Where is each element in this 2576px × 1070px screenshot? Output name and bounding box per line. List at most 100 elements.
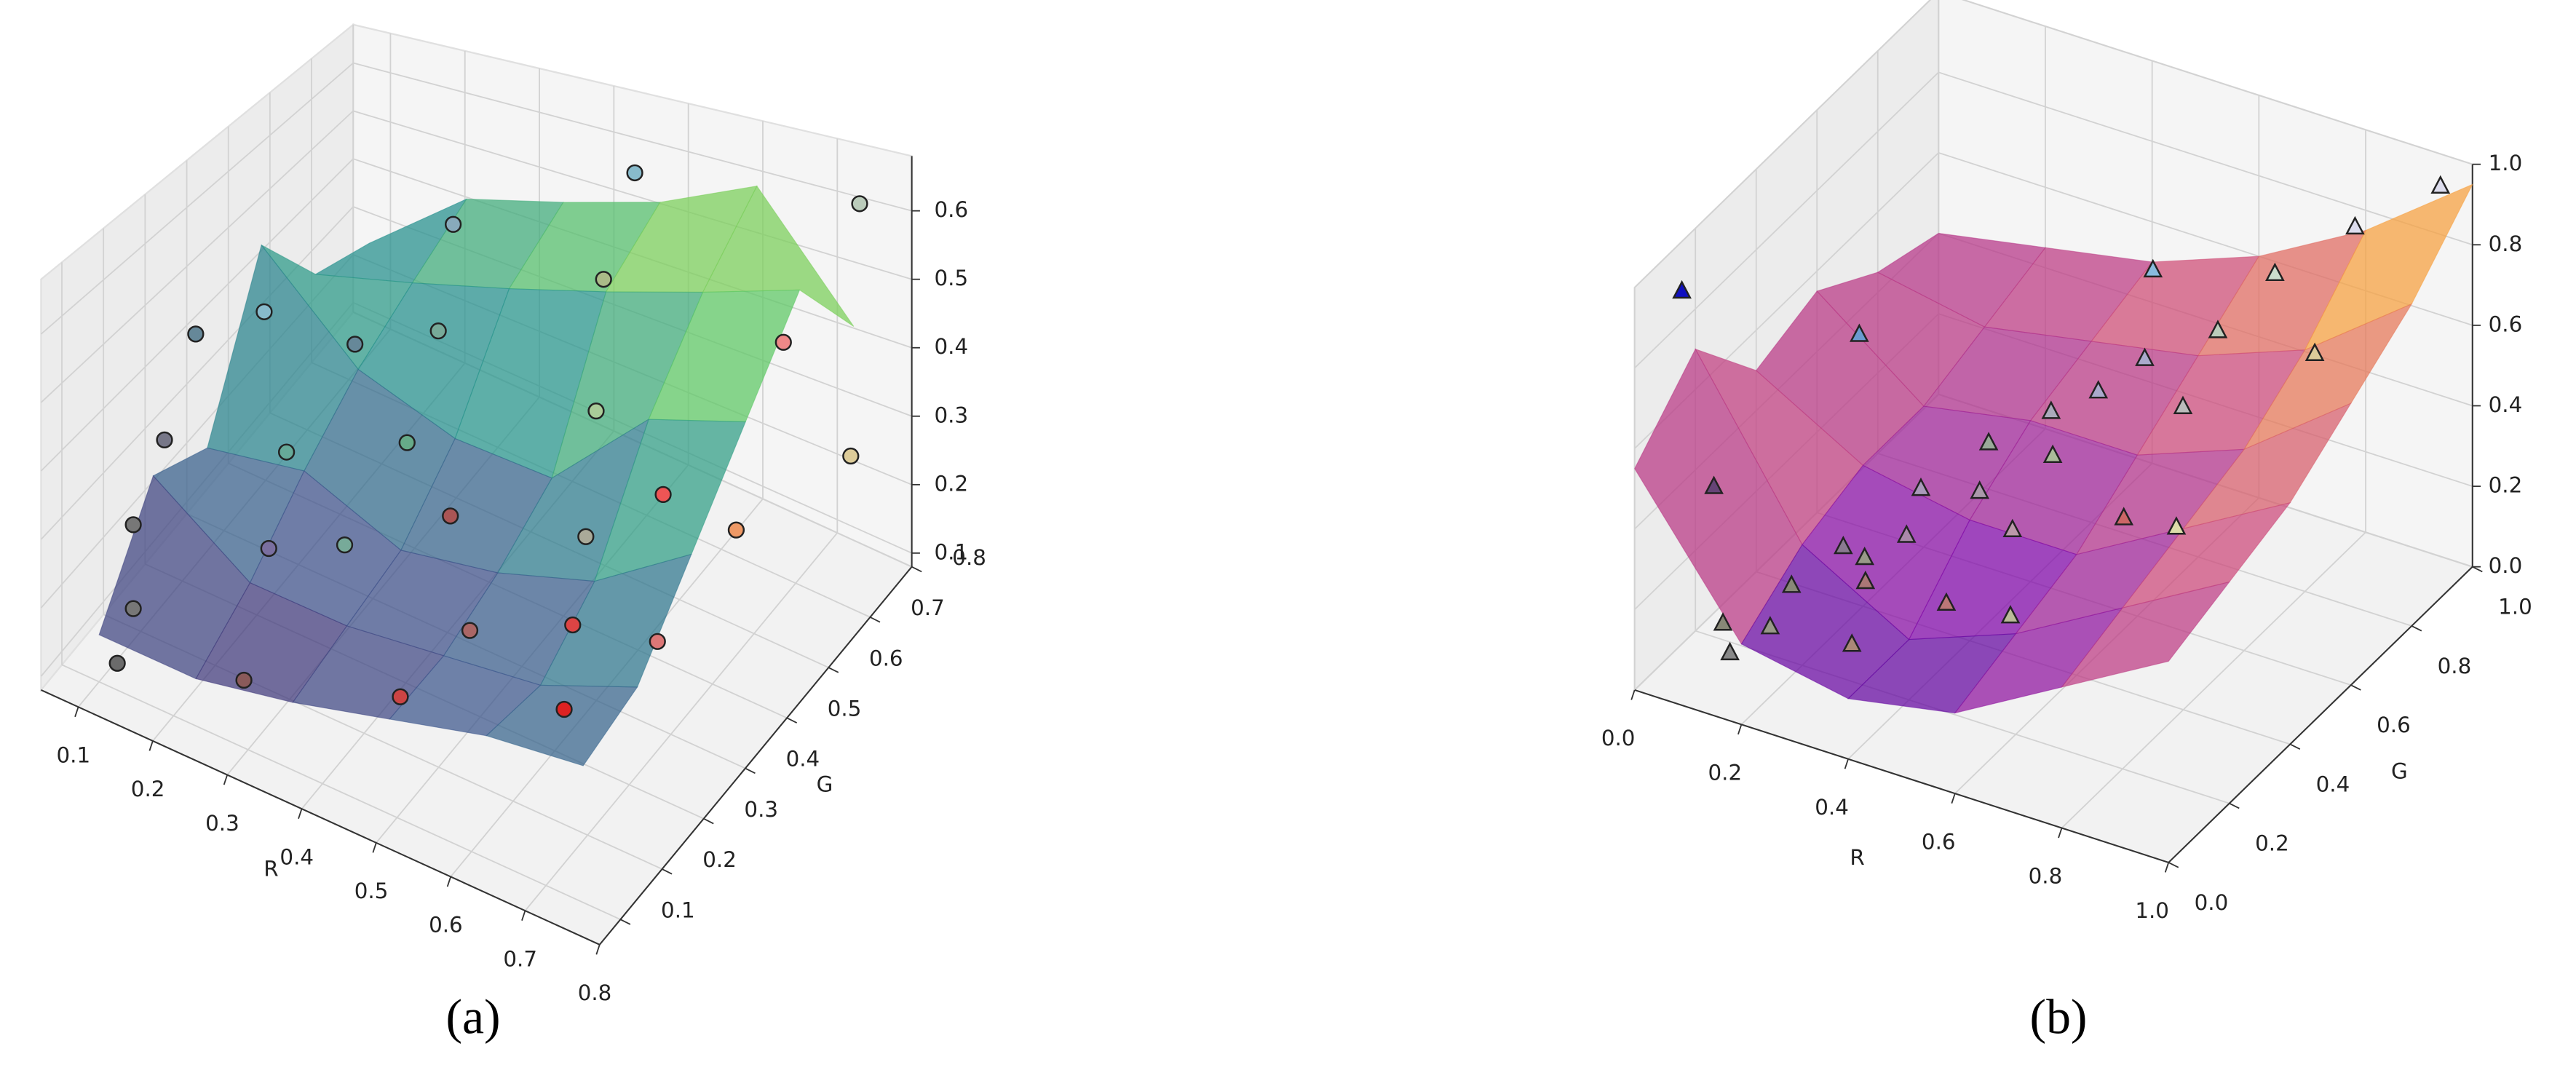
data-point: [2166, 516, 2187, 535]
x-tick-label: 0.1: [56, 742, 90, 767]
x-tick-label: 0.5: [354, 879, 389, 903]
surface-patch: [486, 684, 638, 766]
z-tick-label: 0.3: [934, 403, 968, 427]
y-tick-label: 0.6: [869, 646, 903, 670]
y-tick: [745, 767, 756, 774]
y-tick-label: 0.4: [786, 747, 820, 772]
grid-line: [524, 532, 839, 911]
data-point: [649, 633, 666, 650]
grid-line: [352, 110, 912, 280]
x-tick-label: 0.6: [429, 913, 463, 938]
grid-line: [353, 62, 912, 212]
data-point: [187, 325, 205, 343]
data-point: [1896, 524, 1917, 543]
x-tick: [446, 876, 452, 887]
data-point: [1842, 633, 1862, 652]
z-tick-label: 0.8: [2489, 231, 2523, 256]
data-point: [461, 622, 479, 639]
y-tick: [2472, 566, 2483, 573]
x-tick: [1630, 689, 1636, 700]
grid-line: [40, 158, 354, 472]
y-tick: [2168, 862, 2179, 868]
data-point: [595, 271, 612, 288]
z-tick-label: 0.5: [934, 266, 968, 290]
y-tick: [828, 667, 839, 673]
x-tick: [74, 706, 79, 718]
data-point: [1855, 570, 1876, 590]
y-tick-label: 0.3: [744, 797, 778, 822]
data-point: [124, 516, 142, 534]
data-point: [2304, 342, 2325, 361]
x-tick-label: 0.2: [1708, 761, 1743, 785]
data-point: [2135, 347, 2155, 366]
data-point: [2000, 605, 2021, 624]
x-tick: [1951, 793, 1956, 804]
data-point: [1672, 280, 1692, 299]
y-tick: [703, 817, 714, 825]
data-point: [1911, 477, 1931, 496]
z-tick-label: 1.0: [2489, 151, 2523, 175]
x-tick: [148, 740, 154, 751]
y-tick: [2350, 684, 2361, 691]
y-tick: [786, 717, 798, 724]
data-point: [842, 447, 860, 465]
x-tick-label: 0.3: [205, 811, 239, 836]
x-tick: [298, 808, 303, 820]
x-tick-label: 0.8: [578, 980, 612, 1005]
data-point: [398, 434, 416, 451]
data-point: [774, 333, 792, 351]
x-tick-label: 0.7: [503, 946, 537, 971]
data-point: [851, 195, 868, 213]
data-point: [429, 322, 447, 340]
axis-line: [41, 689, 601, 946]
grid-line: [2061, 531, 2366, 829]
y-tick-label: 0.2: [702, 847, 737, 872]
y-axis-label: G: [2391, 758, 2408, 783]
data-point: [577, 528, 595, 545]
x-tick: [1737, 724, 1743, 735]
x-tick: [595, 944, 601, 955]
data-point: [255, 303, 273, 320]
subplot: 0.0 0.2 0.4 0.6 0.8 1.0 0.0 0.2 0.4 0.6 0.8 1.0 0.0 0…: [1601, 0, 2532, 1044]
data-point: [1704, 475, 1724, 494]
grid-line: [61, 664, 621, 920]
x-tick-label: 0.2: [131, 777, 165, 801]
grid-line: [1938, 71, 2473, 246]
data-point: [124, 600, 142, 617]
y-tick-label: 1.0: [2498, 595, 2532, 619]
data-point: [346, 336, 364, 353]
data-point: [1850, 323, 1869, 342]
data-point: [1781, 574, 1802, 593]
surface-patch: [2061, 581, 2231, 688]
y-tick: [2411, 625, 2422, 632]
x-tick-label: 0.4: [280, 844, 314, 869]
axis-line: [2168, 566, 2473, 863]
data-point: [445, 215, 462, 233]
data-point: [108, 654, 126, 672]
x-tick-label: 0.0: [1601, 726, 1636, 750]
y-tick-label: 0.6: [2377, 713, 2411, 737]
data-point: [2265, 262, 2285, 282]
y-tick: [2229, 802, 2240, 809]
data-point: [727, 521, 745, 539]
data-point: [564, 616, 582, 634]
data-point: [1936, 592, 1957, 611]
data-point: [1720, 641, 1740, 661]
data-point: [2002, 518, 2023, 538]
data-point: [442, 507, 459, 525]
data-point: [1855, 546, 1875, 566]
y-tick: [619, 919, 631, 925]
y-tick: [911, 566, 922, 573]
data-point: [2208, 320, 2228, 338]
x-tick-label: 0.4: [1815, 795, 1849, 820]
data-point: [555, 700, 573, 718]
data-point: [2430, 175, 2451, 194]
data-point: [1978, 432, 1999, 451]
grid-line: [1634, 71, 1939, 369]
y-tick-label: 0.8: [2438, 654, 2472, 678]
y-tick-label: 0.7: [911, 595, 945, 620]
y-tick-label: 0.2: [2255, 831, 2289, 856]
z-tick-label: 0.6: [2489, 312, 2523, 336]
x-tick: [372, 842, 377, 853]
